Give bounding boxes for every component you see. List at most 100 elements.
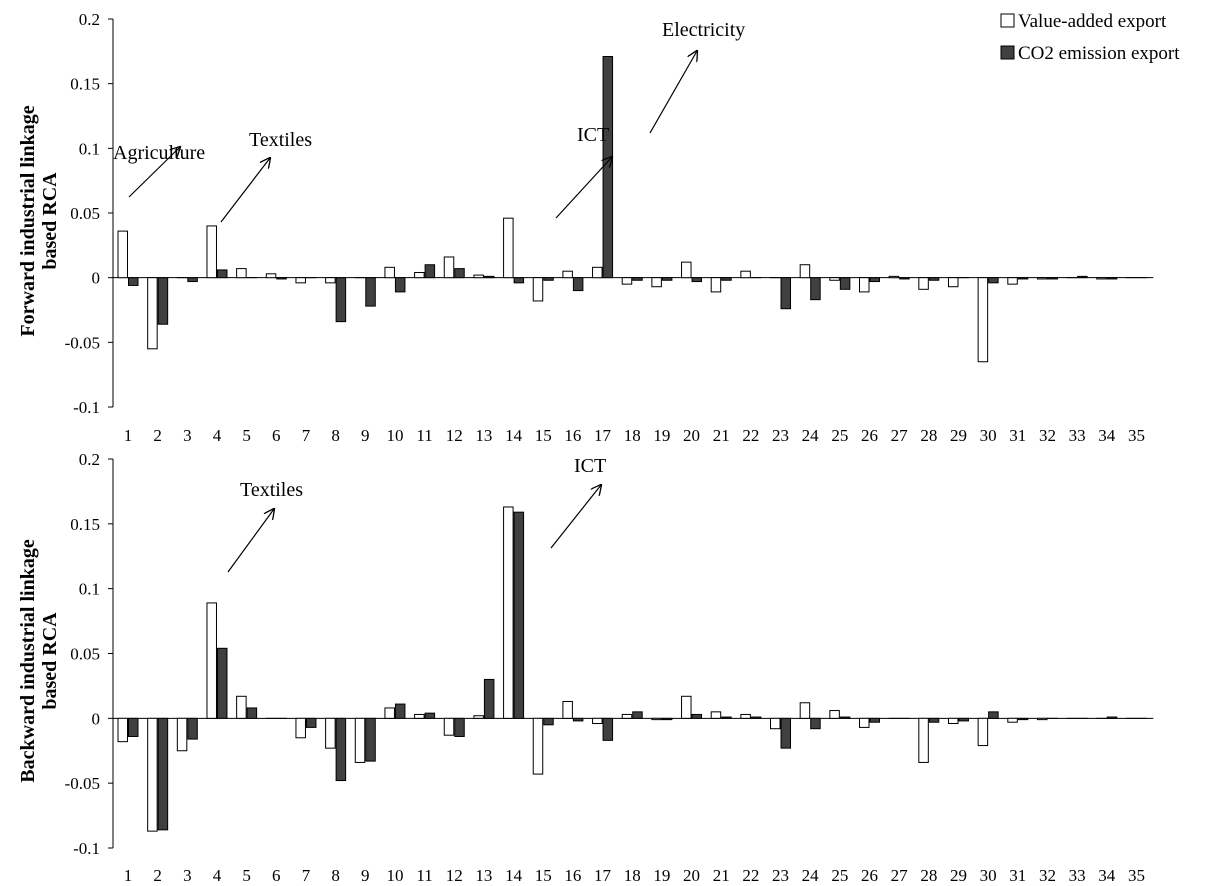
- annotation-ict-top: ICT: [577, 124, 609, 146]
- x-tick-label-9: 9: [361, 866, 370, 885]
- bar-co2-23: [780, 717, 792, 749]
- x-tick-label-26: 26: [861, 426, 878, 445]
- x-tick-label-21: 21: [713, 866, 730, 885]
- bar-co2-4: [216, 269, 228, 279]
- bar-value-added-26: [859, 717, 870, 728]
- bar-co2-17: [602, 56, 614, 279]
- x-tick-label-27: 27: [891, 426, 909, 445]
- bar-co2-20: [691, 277, 703, 283]
- legend-swatch-co2: [1000, 45, 1015, 60]
- bar-value-added-10: [384, 707, 395, 719]
- bar-co2-5: [246, 707, 258, 719]
- bar-value-added-5: [236, 695, 247, 719]
- x-tick-label-12: 12: [446, 426, 463, 445]
- bar-co2-21: [721, 277, 732, 281]
- bar-co2-25: [839, 277, 851, 290]
- x-tick-label-5: 5: [242, 866, 251, 885]
- bar-value-added-15: [532, 277, 544, 302]
- bar-value-added-3: [176, 717, 188, 752]
- bar-co2-13: [483, 678, 495, 719]
- x-tick-label-16: 16: [564, 426, 581, 445]
- y-axis-title: Backward industrial linkagebased RCA: [17, 539, 61, 783]
- bar-co2-15: [543, 717, 554, 726]
- x-tick-label-13: 13: [475, 426, 492, 445]
- bar-co2-17: [602, 717, 614, 741]
- bar-value-added-15: [532, 717, 544, 775]
- y-axis-title-line: based RCA: [39, 612, 61, 710]
- x-tick-label-31: 31: [1009, 426, 1026, 445]
- bar-value-added-14: [503, 217, 514, 279]
- bar-value-added-29: [947, 717, 959, 725]
- bar-value-added-27: [888, 275, 900, 279]
- x-tick-label-28: 28: [920, 426, 937, 445]
- annotation-textiles-bottom: Textiles: [240, 479, 303, 501]
- x-tick-label-19: 19: [653, 426, 670, 445]
- x-tick-label-27: 27: [891, 866, 909, 885]
- bar-co2-2: [157, 277, 169, 325]
- x-tick-label-1: 1: [124, 866, 133, 885]
- bar-co2-26: [869, 717, 880, 723]
- bar-value-added-19: [651, 277, 662, 288]
- bar-co2-18: [632, 711, 643, 719]
- bar-value-added-28: [918, 277, 929, 290]
- bar-value-added-14: [503, 506, 514, 719]
- bar-value-added-16: [562, 270, 573, 279]
- x-tick-label-30: 30: [980, 426, 997, 445]
- bar-value-added-19: [651, 717, 662, 721]
- legend-swatch-value-added: [1000, 13, 1015, 28]
- bar-value-added-29: [947, 277, 959, 288]
- x-tick-label-4: 4: [213, 426, 222, 445]
- bar-value-added-18: [621, 713, 633, 719]
- bar-co2-11: [424, 712, 436, 719]
- x-tick-label-18: 18: [624, 866, 641, 885]
- y-axis-title-line: Backward industrial linkage: [17, 539, 39, 783]
- x-tick-label-31: 31: [1009, 866, 1026, 885]
- bar-value-added-24: [799, 264, 811, 279]
- x-tick-label-30: 30: [980, 866, 997, 885]
- bar-co2-8: [335, 277, 347, 323]
- x-tick-label-22: 22: [742, 426, 759, 445]
- x-tick-label-8: 8: [331, 426, 340, 445]
- bar-value-added-2: [147, 277, 158, 350]
- bar-co2-1: [128, 717, 139, 737]
- bar-value-added-12: [443, 256, 455, 279]
- bar-value-added-13: [473, 715, 484, 719]
- bar-co2-29: [958, 717, 969, 722]
- y-tick-label: 0.2: [79, 450, 100, 469]
- bar-co2-28: [928, 277, 940, 281]
- bar-value-added-21: [710, 277, 722, 293]
- y-tick-label: -0.05: [65, 774, 100, 793]
- x-tick-label-18: 18: [624, 426, 641, 445]
- bar-co2-14: [513, 277, 525, 284]
- bar-value-added-32: [1036, 717, 1048, 721]
- x-tick-label-13: 13: [475, 866, 492, 885]
- annotation-electricity: Electricity: [662, 19, 745, 41]
- x-tick-label-5: 5: [242, 426, 251, 445]
- bar-co2-16: [572, 717, 584, 722]
- y-tick-label: 0.05: [70, 645, 100, 664]
- bar-value-added-2: [147, 717, 158, 832]
- x-tick-label-33: 33: [1069, 866, 1086, 885]
- bar-value-added-4: [206, 225, 217, 279]
- annotation-agriculture: Agriculture: [113, 142, 205, 164]
- bar-co2-16: [572, 277, 584, 292]
- bar-value-added-7: [295, 277, 306, 284]
- x-tick-label-4: 4: [213, 866, 222, 885]
- x-tick-label-17: 17: [594, 426, 612, 445]
- y-tick-label: -0.1: [73, 398, 100, 417]
- bar-co2-31: [1017, 277, 1029, 280]
- x-tick-label-11: 11: [416, 426, 432, 445]
- y-tick-label: 0: [92, 269, 101, 288]
- bar-value-added-28: [918, 717, 929, 763]
- bar-co2-23: [780, 277, 792, 310]
- bar-co2-18: [632, 277, 643, 281]
- x-tick-label-2: 2: [153, 426, 162, 445]
- bar-co2-9: [365, 717, 376, 762]
- bar-value-added-25: [829, 710, 840, 719]
- x-tick-label-34: 34: [1098, 426, 1116, 445]
- annotation-arrow-textiles-top: [220, 158, 270, 223]
- bar-value-added-11: [414, 271, 425, 279]
- bar-co2-22: [750, 716, 762, 719]
- x-tick-label-10: 10: [386, 426, 403, 445]
